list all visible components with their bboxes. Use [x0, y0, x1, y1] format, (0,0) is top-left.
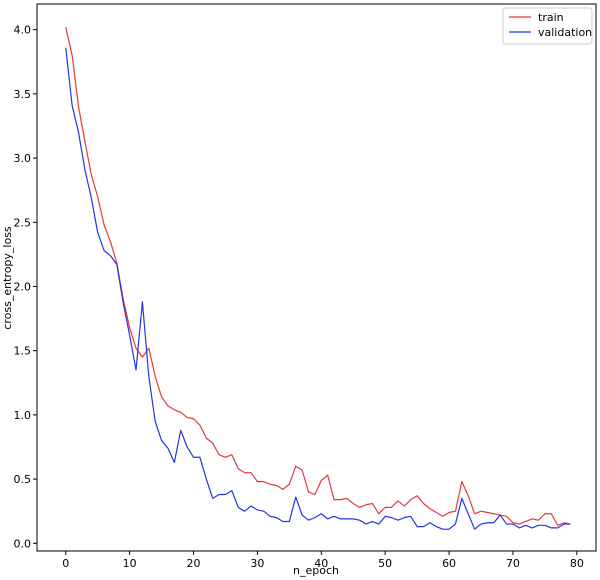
x-tick-label: 70 — [506, 557, 520, 570]
series-line-train — [65, 26, 571, 526]
y-tick-label: 0.0 — [14, 537, 32, 550]
x-axis-label: n_epoch — [293, 564, 339, 577]
y-axis-label: cross_entropy_loss — [1, 226, 14, 330]
y-tick-label: 0.5 — [14, 473, 32, 486]
series-line-validation — [65, 47, 571, 530]
x-axis: 0 10 20 30 40 50 60 70 80 — [62, 551, 584, 570]
legend-label-train: train — [538, 11, 564, 24]
y-tick-label: 2.5 — [14, 216, 32, 229]
plot-frame — [36, 3, 597, 552]
x-tick-label: 50 — [378, 557, 392, 570]
x-tick-label: 20 — [187, 557, 201, 570]
y-tick-label: 3.0 — [14, 152, 32, 165]
y-tick-label: 1.0 — [14, 409, 32, 422]
x-tick-label: 40 — [314, 557, 328, 570]
x-tick-label: 60 — [442, 557, 456, 570]
x-tick-label: 0 — [62, 557, 69, 570]
y-tick-label: 3.5 — [14, 88, 32, 101]
legend-label-validation: validation — [538, 26, 592, 39]
series-layer — [65, 26, 571, 530]
y-axis: 0.0 0.5 1.0 1.5 2.0 2.5 3.0 3.5 4.0 — [14, 24, 37, 550]
y-tick-label: 2.0 — [14, 280, 32, 293]
x-tick-label: 10 — [123, 557, 137, 570]
legend: train validation — [502, 7, 593, 45]
x-tick-label: 80 — [570, 557, 584, 570]
x-tick-label: 30 — [250, 557, 264, 570]
y-tick-label: 1.5 — [14, 345, 32, 358]
y-tick-label: 4.0 — [14, 24, 32, 37]
